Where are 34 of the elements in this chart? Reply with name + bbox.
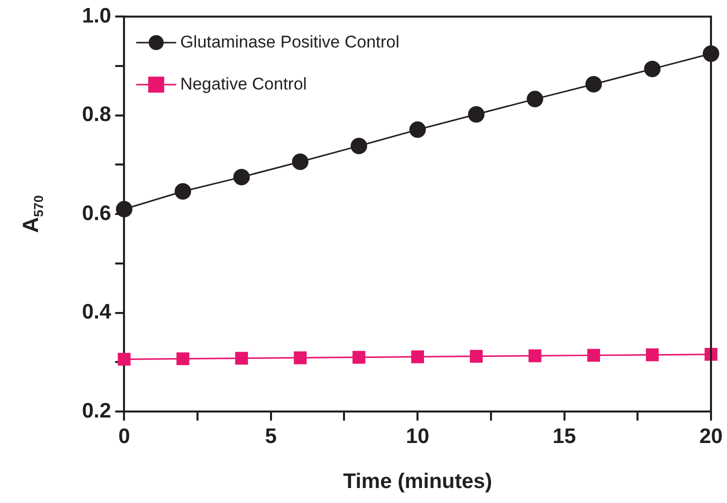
legend-label: Glutaminase Positive Control	[180, 32, 400, 52]
point	[350, 138, 368, 154]
point	[468, 106, 485, 123]
point	[587, 348, 600, 362]
y-tick-label: 0.6	[82, 202, 112, 225]
point	[352, 350, 366, 364]
y-tick-label: 1.0	[82, 4, 112, 28]
point	[526, 90, 544, 108]
point	[409, 121, 426, 138]
point	[644, 60, 661, 78]
point	[470, 350, 483, 363]
x-tick-label: 20	[699, 424, 723, 448]
y-axis-title: A570	[18, 195, 46, 233]
y-tick-label: 0.4	[82, 300, 112, 324]
point	[233, 168, 250, 186]
point	[174, 183, 192, 200]
point	[646, 348, 659, 362]
legend-label: Negative Control	[180, 74, 307, 94]
x-axis-title: Time (minutes)	[343, 470, 492, 494]
point	[118, 352, 131, 366]
point	[294, 351, 307, 364]
point	[528, 349, 542, 362]
y-tick-label: 0.8	[82, 103, 112, 126]
x-tick-label: 10	[406, 424, 430, 448]
point	[411, 350, 424, 364]
y-tick-label: 0.2	[82, 399, 112, 422]
x-tick-label: 15	[552, 424, 576, 448]
point	[292, 154, 308, 170]
point	[235, 352, 248, 365]
x-tick-label: 5	[265, 424, 278, 448]
x-tick-label: 0	[118, 424, 130, 448]
point	[585, 76, 602, 92]
point	[176, 352, 190, 366]
point	[116, 200, 132, 218]
